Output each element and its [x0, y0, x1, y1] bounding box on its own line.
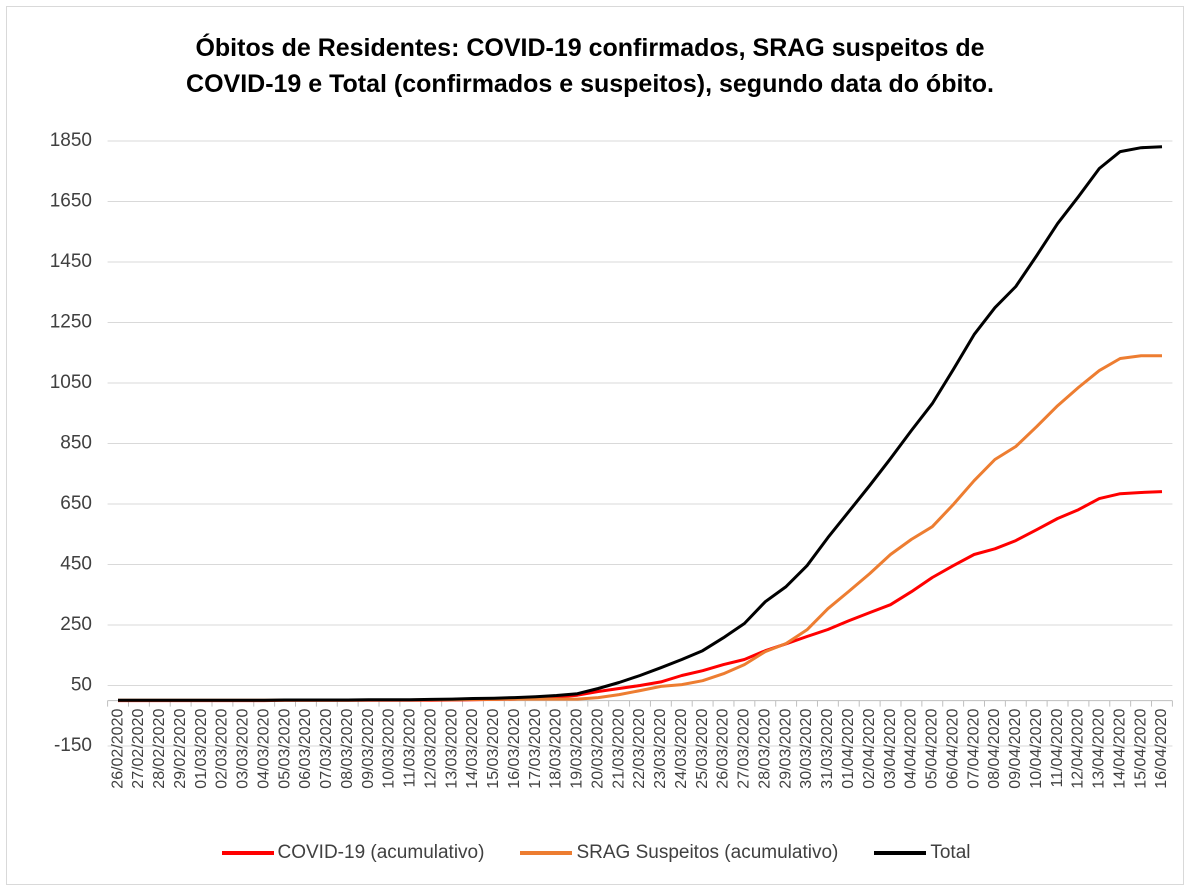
x-tick-label: 12/04/2020 [1070, 709, 1087, 789]
y-tick-label: 1050 [50, 372, 92, 393]
y-tick-label: 250 [60, 614, 92, 635]
x-tick-label: 09/03/2020 [360, 709, 377, 789]
x-tick-label: 01/04/2020 [840, 709, 857, 789]
x-tick-label: 17/03/2020 [527, 709, 544, 789]
x-tick-label: 16/04/2020 [1153, 709, 1170, 789]
y-tick-label: -150 [54, 735, 92, 756]
y-tick-label: 450 [60, 554, 92, 575]
x-tick-label: 28/02/2020 [151, 709, 168, 789]
x-tick-label: 10/04/2020 [1028, 709, 1045, 789]
x-tick-label: 26/02/2020 [109, 709, 126, 789]
x-tick-label: 20/03/2020 [589, 709, 606, 789]
series-line [118, 490, 1163, 703]
x-tick-label: 01/03/2020 [193, 709, 210, 789]
legend-item: SRAG Suspeitos (acumulativo) [520, 842, 838, 864]
x-tick-label: 22/03/2020 [631, 709, 648, 789]
x-tick-label: 05/04/2020 [924, 709, 941, 789]
x-tick-label: 21/03/2020 [610, 709, 627, 789]
x-tick-label: 28/03/2020 [756, 709, 773, 789]
y-tick-label: 1450 [50, 251, 92, 272]
x-tick-label: 18/03/2020 [548, 709, 565, 789]
x-tick-label: 07/04/2020 [965, 709, 982, 789]
x-tick-label: 14/04/2020 [1111, 709, 1128, 789]
x-tick-label: 03/04/2020 [882, 709, 899, 789]
x-tick-label: 16/03/2020 [506, 709, 523, 789]
x-tick-label: 07/03/2020 [318, 709, 335, 789]
y-tick-label: 1850 [50, 130, 92, 151]
x-tick-label: 12/03/2020 [422, 709, 439, 789]
y-tick-label: 650 [60, 493, 92, 514]
x-tick-label: 13/03/2020 [443, 709, 460, 789]
series-line [118, 145, 1163, 702]
y-tick-label: 1650 [50, 191, 92, 212]
x-tick-label: 04/04/2020 [903, 709, 920, 789]
chart-frame [6, 6, 1184, 885]
x-tick-label: 26/03/2020 [715, 709, 732, 789]
x-tick-label: 13/04/2020 [1091, 709, 1108, 789]
y-tick-label: 1250 [50, 312, 92, 333]
x-tick-label: 06/04/2020 [944, 709, 961, 789]
x-tick-label: 27/02/2020 [130, 709, 147, 789]
x-tick-label: 19/03/2020 [569, 709, 586, 789]
legend-swatch [520, 851, 573, 855]
legend-label: SRAG Suspeitos (acumulativo) [576, 842, 839, 863]
legend-label: Total [930, 842, 971, 863]
legend-item: COVID-19 (acumulativo) [221, 842, 485, 864]
legend-label: COVID-19 (acumulativo) [277, 842, 485, 863]
y-tick-label: 50 [71, 675, 92, 696]
x-tick-label: 27/03/2020 [736, 709, 753, 789]
x-tick-label: 31/03/2020 [819, 709, 836, 789]
legend: COVID-19 (acumulativo) SRAG Suspeitos (ac… [0, 842, 1192, 864]
x-tick-label: 05/03/2020 [276, 709, 293, 789]
x-tick-label: 04/03/2020 [255, 709, 272, 789]
legend-swatch [874, 851, 927, 855]
x-tick-label: 15/03/2020 [485, 709, 502, 789]
x-tick-label: 11/04/2020 [1049, 709, 1066, 788]
x-tick-label: 24/03/2020 [673, 709, 690, 789]
x-tick-label: 03/03/2020 [235, 709, 252, 789]
series-line [118, 354, 1162, 702]
x-tick-label: 29/03/2020 [777, 709, 794, 789]
x-tick-label: 10/03/2020 [381, 709, 398, 789]
x-tick-label: 08/04/2020 [986, 709, 1003, 789]
x-tick-label: 23/03/2020 [652, 709, 669, 789]
y-tick-label: 850 [60, 433, 92, 454]
x-tick-label: 08/03/2020 [339, 709, 356, 789]
x-tick-label: 25/03/2020 [694, 709, 711, 789]
x-tick-label: 14/03/2020 [464, 709, 481, 789]
legend-swatch [221, 851, 274, 855]
x-tick-label: 06/03/2020 [297, 709, 314, 789]
chart-title: Óbitos de Residentes: COVID-19 confirmad… [186, 34, 994, 98]
x-tick-label: 02/03/2020 [214, 709, 231, 789]
x-tick-label: 30/03/2020 [798, 709, 815, 789]
x-tick-label: 02/04/2020 [861, 709, 878, 789]
x-tick-label: 29/02/2020 [172, 709, 189, 789]
x-tick-label: 15/04/2020 [1132, 709, 1149, 789]
x-tick-label: 11/03/2020 [402, 709, 419, 788]
legend-item: Total [874, 842, 970, 864]
x-tick-label: 09/04/2020 [1007, 709, 1024, 789]
